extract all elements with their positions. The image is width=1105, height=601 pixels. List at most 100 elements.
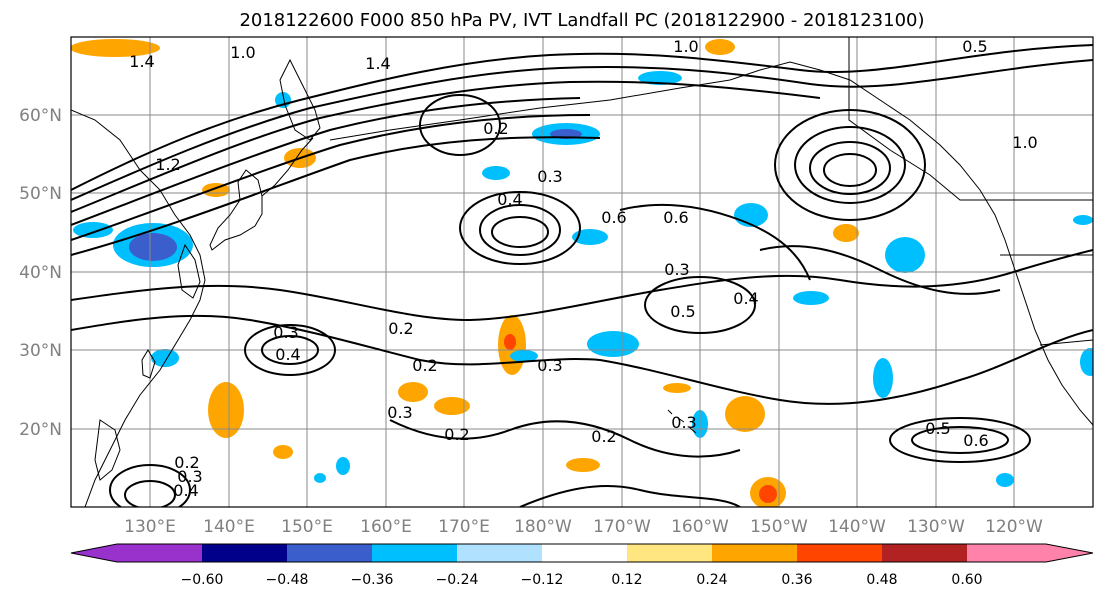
philippines-coast: [94, 419, 121, 481]
lat-tick-label: 60°N: [19, 106, 62, 126]
positive-anomaly: [566, 458, 600, 472]
contour-label: 0.3: [537, 356, 562, 375]
contour-label: 0.2: [444, 425, 469, 444]
contour-label: 0.2: [174, 453, 199, 472]
contour: [71, 114, 591, 241]
hawaii-islands: [667, 409, 697, 434]
contour: [71, 59, 1093, 201]
colorbar-tick-label: −0.36: [351, 572, 394, 588]
colorbar-segment: [372, 544, 457, 562]
negative-anomaly: [873, 358, 893, 398]
positive-anomaly: [759, 485, 777, 503]
colorbar-tick-label: 0.36: [781, 572, 812, 588]
contour-label: 0.6: [663, 208, 688, 227]
lon-tick-label: 150°W: [750, 517, 808, 537]
contour: [889, 417, 1031, 463]
colorbar-tick-label: 0.48: [866, 572, 897, 588]
negative-anomaly: [793, 291, 829, 305]
lat-tick-label: 40°N: [19, 263, 62, 283]
contour: [823, 153, 877, 187]
contour-label: 0.2: [483, 119, 508, 138]
colorbar-extend-low: [71, 544, 117, 562]
lon-tick-label: 140°W: [828, 517, 886, 537]
negative-anomaly: [587, 331, 639, 357]
contour-label: 0.2: [388, 319, 413, 338]
gridlines: [71, 37, 1093, 507]
contour: [71, 44, 1093, 191]
negative-anomaly: [510, 350, 538, 362]
contour: [109, 464, 191, 507]
map-border: [70, 36, 1094, 508]
colorbar-tick-label: −0.24: [436, 572, 479, 588]
lon-tick-label: 160°W: [671, 517, 729, 537]
contour-label: 0.3: [387, 403, 412, 422]
pv-contours: [71, 44, 1093, 507]
contour-label: 1.0: [1012, 133, 1037, 152]
contour: [519, 485, 741, 507]
contour: [491, 216, 549, 248]
colorbar-tick-label: −0.12: [521, 572, 564, 588]
positive-anomaly: [398, 382, 428, 402]
contour-label: 0.4: [275, 345, 300, 364]
contour-label: 0.4: [173, 481, 198, 500]
positive-anomaly: [725, 396, 765, 432]
contour-label: 0.6: [601, 208, 626, 227]
contour-label: 1.2: [155, 155, 180, 174]
lon-tick-label: 130°W: [907, 517, 965, 537]
contour-label: 0.3: [273, 323, 298, 342]
longitude-labels: 130°E 140°E 150°E 160°E 170°E 180°W 170°…: [124, 517, 1043, 537]
negative-anomaly: [1073, 215, 1093, 225]
negative-anomaly: [151, 349, 179, 367]
contour: [479, 204, 561, 256]
contour-label: 0.5: [670, 302, 695, 321]
contour-label: 0.3: [537, 167, 562, 186]
contour: [71, 80, 821, 213]
contour-label: 0.6: [963, 431, 988, 450]
negative-anomaly: [482, 166, 510, 180]
negative-anomaly: [314, 473, 326, 483]
negative-anomaly: [129, 233, 177, 261]
contour-label: 0.2: [412, 356, 437, 375]
colorbar-tick-label: 0.24: [696, 572, 727, 588]
lon-tick-label: 130°E: [124, 517, 176, 537]
lon-tick-label: 160°E: [360, 517, 412, 537]
lat-tick-label: 50°N: [19, 184, 62, 204]
colorbar-segment: [287, 544, 372, 562]
contour-label: 1.4: [365, 54, 390, 73]
contour: [911, 426, 1009, 454]
contour-label: 0.3: [664, 260, 689, 279]
colorbar-tick-label: −0.60: [181, 572, 224, 588]
positive-anomaly: [504, 334, 516, 350]
contour: [71, 249, 1093, 322]
colorbar-segment: [627, 544, 712, 562]
colorbar-segment: [882, 544, 967, 562]
contour-label: 1.0: [673, 37, 698, 56]
alaska-border: [848, 37, 1093, 201]
positive-anomaly: [71, 39, 160, 57]
shaded-anomalies: [71, 39, 1093, 507]
contour-label: 0.4: [733, 289, 758, 308]
colorbar-segment: [117, 544, 202, 562]
contour-label: 0.5: [925, 419, 950, 438]
colorbar-tick-label: 0.60: [951, 572, 982, 588]
contour-label: 0.3: [177, 467, 202, 486]
lon-tick-label: 170°E: [438, 517, 490, 537]
colorbar: −0.60 −0.48 −0.36 −0.24 −0.12 0.12 0.24 …: [70, 543, 1094, 588]
map-panel: 1.4 1.0 1.4 1.0 1.0 1.2 0.5 0.2 0.3 0.4 …: [70, 36, 1094, 508]
latitude-labels: 60°N 50°N 40°N 30°N 20°N: [19, 106, 62, 440]
contour: [419, 94, 501, 156]
negative-anomaly: [996, 473, 1014, 487]
contour-label: 0.2: [591, 427, 616, 446]
colorbar-segment: [797, 544, 882, 562]
colorbar-segment: [967, 544, 1046, 562]
contour: [809, 141, 891, 195]
contour-label: 1.0: [230, 43, 255, 62]
contour-label: 0.3: [671, 413, 696, 432]
lon-tick-label: 140°E: [203, 517, 255, 537]
colorbar-tick-label: 0.12: [611, 572, 642, 588]
contour: [261, 335, 319, 365]
contour: [71, 314, 1093, 405]
lat-tick-label: 30°N: [19, 341, 62, 361]
contour-labels: 1.4 1.0 1.4 1.0 1.0 1.2 0.5 0.2 0.3 0.4 …: [129, 37, 1037, 500]
negative-anomaly: [638, 71, 682, 85]
